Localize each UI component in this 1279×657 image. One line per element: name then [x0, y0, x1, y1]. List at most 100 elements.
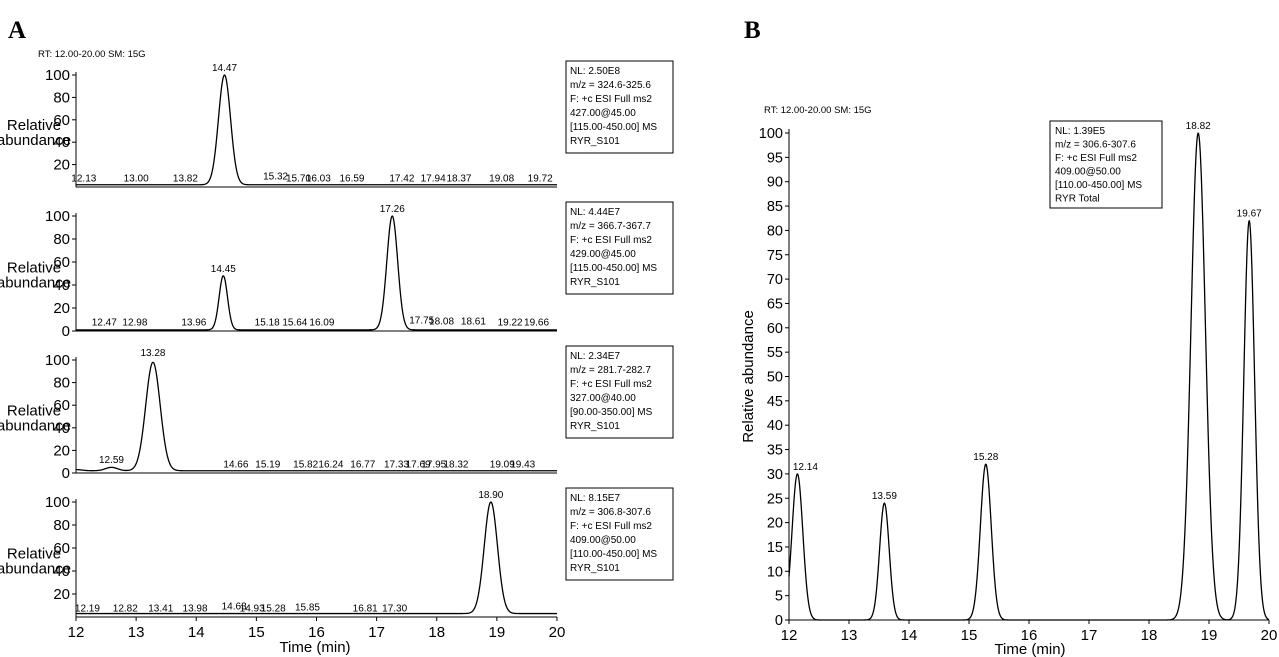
peak-label: 17.30 — [382, 604, 407, 615]
info-line: 427.00@45.00 — [570, 108, 636, 119]
peak-label: 19.43 — [510, 460, 535, 471]
info-line: RYR_S101 — [570, 421, 620, 432]
peak-label: 15.85 — [295, 602, 320, 613]
x-tick-label: 17 — [1081, 627, 1098, 644]
y-tick-label: 80 — [53, 231, 70, 248]
y-tick-label: 0 — [775, 613, 783, 629]
info-line: RYR_S101 — [570, 277, 620, 288]
y-tick-label: 40 — [53, 563, 70, 580]
series-line — [75, 361, 558, 472]
x-tick-label: 15 — [248, 624, 265, 641]
info-box — [1049, 120, 1163, 209]
peak-label: 12.98 — [122, 318, 147, 329]
peak-label: 15.28 — [973, 452, 998, 463]
y-tick-label: 75 — [767, 248, 783, 264]
peak-label: 19.22 — [498, 318, 523, 329]
panel-b-letter: B — [744, 17, 761, 44]
y-tick-label: 60 — [767, 321, 783, 337]
peak-label: 18.08 — [429, 316, 454, 327]
y-tick-label: 55 — [767, 345, 783, 361]
subplot-2: 0 20 40 60 80 100 Relative abundance 14.45 17.26 1… — [0, 201, 674, 340]
y-tick-label: 100 — [45, 208, 70, 225]
y-tick-label: 40 — [53, 277, 70, 294]
info-line: [110.00-450.00] MS — [1055, 180, 1142, 191]
peak-label: 13.00 — [124, 174, 149, 185]
x-tick-label: 13 — [841, 627, 858, 644]
info-line: RYR Total — [1055, 194, 1100, 205]
peak-label: 17.95 — [421, 460, 446, 471]
info-line: NL: 1.39E5 — [1055, 126, 1105, 137]
x-tick-label: 20 — [1261, 627, 1278, 644]
info-line: m/z = 306.6-307.6 — [1055, 140, 1136, 151]
y-tick-label: 60 — [53, 112, 70, 129]
peak-label: 15.82 — [293, 460, 318, 471]
info-line: [115.00-450.00] MS — [570, 122, 657, 133]
y-tick-label: 80 — [767, 223, 783, 239]
peak-label: 12.19 — [75, 604, 100, 615]
x-tick-label: 16 — [1021, 627, 1038, 644]
y-tick-label: 10 — [767, 564, 783, 580]
y-tick-label: 20 — [53, 442, 70, 459]
x-tick-label: 18 — [1141, 627, 1158, 644]
peak-label: 16.77 — [350, 460, 375, 471]
x-tick-label: 15 — [961, 627, 978, 644]
panel-b-chromatogram: RT: 12.00-20.00 SM: 15G 0 5 10 15 20 25 30 35 40 4… — [740, 105, 1277, 657]
info-line: m/z = 306.8-307.6 — [570, 507, 651, 518]
peak-label: 13.82 — [173, 174, 198, 185]
peak-label: 17.69 — [406, 460, 431, 471]
peak-label: 19.66 — [524, 318, 549, 329]
peak-label: 19.09 — [490, 460, 515, 471]
peak-label: 19.08 — [489, 174, 514, 185]
y-tick-label: 20 — [53, 157, 70, 174]
peak-label: 18.82 — [1186, 121, 1211, 132]
peak-label: 12.13 — [71, 174, 96, 185]
y-tick-label: 65 — [767, 296, 783, 312]
info-line: F: +c ESI Full ms2 — [570, 235, 652, 246]
y-tick-label: 60 — [53, 540, 70, 557]
peak-label: 12.14 — [793, 462, 818, 473]
y-tick-label: 80 — [53, 517, 70, 534]
x-tick-label: 19 — [489, 624, 506, 641]
series-line — [75, 215, 558, 331]
y-tick-label: 20 — [767, 516, 783, 532]
info-line: 327.00@40.00 — [570, 393, 636, 404]
y-tick-label: 60 — [53, 254, 70, 271]
peak-label: 14.66 — [223, 460, 248, 471]
series-line — [788, 132, 1270, 621]
info-line: [90.00-350.00] MS — [570, 407, 653, 418]
y-tick-label: 70 — [767, 272, 783, 288]
x-tick-label: 20 — [549, 624, 566, 641]
info-line: F: +c ESI Full ms2 — [1055, 153, 1137, 164]
info-line: F: +c ESI Full ms2 — [570, 521, 652, 532]
peak-label: 13.41 — [148, 604, 173, 615]
y-tick-label: 20 — [53, 300, 70, 317]
peak-label: 17.33 — [384, 460, 409, 471]
info-line: [115.00-450.00] MS — [570, 263, 657, 274]
x-tick-label: 16 — [308, 624, 325, 641]
peak-label: 17.94 — [421, 174, 446, 185]
y-tick-label: 100 — [759, 126, 783, 142]
y-axis-label: Relative abundance — [0, 546, 71, 578]
info-line: 409.00@50.00 — [570, 535, 636, 546]
series-line — [75, 74, 558, 186]
panel-a-letter: A — [8, 17, 26, 44]
info-line: m/z = 281.7-282.7 — [570, 365, 651, 376]
info-box — [565, 60, 674, 154]
y-tick-label: 50 — [767, 370, 783, 386]
peak-label: 14.63 — [222, 601, 247, 612]
info-line: 409.00@50.00 — [1055, 167, 1121, 178]
y-tick-label: 15 — [767, 540, 783, 556]
y-tick-label: 100 — [45, 352, 70, 369]
x-tick-label: 14 — [901, 627, 918, 644]
peak-label: 13.96 — [181, 318, 206, 329]
info-box — [565, 201, 674, 295]
y-tick-label: 80 — [53, 89, 70, 106]
peak-label: 15.64 — [282, 318, 307, 329]
info-line: m/z = 324.6-325.6 — [570, 80, 651, 91]
peak-label: 15.19 — [255, 460, 280, 471]
peak-label: 12.82 — [113, 604, 138, 615]
panel-b-header: RT: 12.00-20.00 SM: 15G — [764, 105, 872, 116]
y-tick-label: 35 — [767, 443, 783, 459]
x-tick-label: 14 — [188, 624, 205, 641]
